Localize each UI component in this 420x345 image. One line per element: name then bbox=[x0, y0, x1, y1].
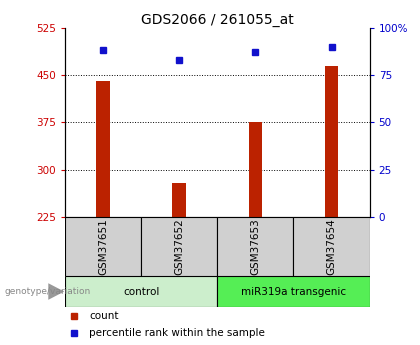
Text: GSM37652: GSM37652 bbox=[174, 218, 184, 275]
Bar bbox=[218, 217, 294, 276]
Text: genotype/variation: genotype/variation bbox=[4, 287, 90, 296]
Bar bbox=[141, 217, 218, 276]
Text: percentile rank within the sample: percentile rank within the sample bbox=[89, 328, 265, 338]
Text: miR319a transgenic: miR319a transgenic bbox=[241, 287, 346, 296]
Bar bbox=[173, 183, 186, 217]
Bar bbox=[218, 276, 370, 307]
Polygon shape bbox=[48, 283, 64, 300]
Text: GSM37654: GSM37654 bbox=[326, 218, 336, 275]
Bar bbox=[294, 217, 370, 276]
Bar bbox=[65, 217, 141, 276]
Bar bbox=[249, 122, 262, 217]
Bar bbox=[65, 276, 218, 307]
Text: count: count bbox=[89, 311, 119, 321]
Bar bbox=[96, 81, 110, 217]
Title: GDS2066 / 261055_at: GDS2066 / 261055_at bbox=[141, 12, 294, 27]
Text: control: control bbox=[123, 287, 160, 296]
Bar bbox=[325, 66, 339, 217]
Text: GSM37653: GSM37653 bbox=[250, 218, 260, 275]
Text: GSM37651: GSM37651 bbox=[98, 218, 108, 275]
